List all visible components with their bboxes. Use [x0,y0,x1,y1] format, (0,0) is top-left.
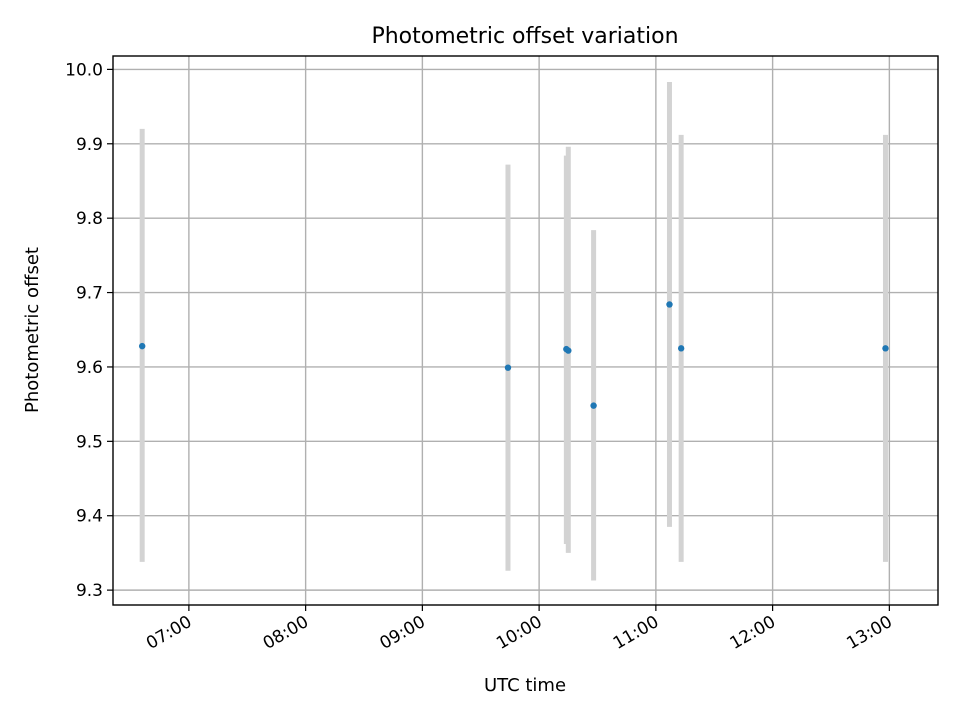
x-axis-label: UTC time [484,675,566,696]
y-tick-label: 9.4 [76,507,103,527]
y-tick-label: 9.3 [76,581,103,601]
y-tick-label: 9.7 [76,284,103,304]
plot-frame [112,55,939,606]
data-point [138,342,146,350]
error-bars [139,82,888,581]
data-point [677,345,685,352]
y-tick-label: 9.6 [76,358,103,378]
x-tick-label: 08:00 [260,612,312,654]
data-point [565,347,572,354]
x-tick-label: 10:00 [493,612,545,654]
data-points [138,301,889,409]
y-tick-label: 9.5 [76,432,103,452]
x-tick-label: 11:00 [610,612,662,654]
x-tick-label: 07:00 [143,612,195,654]
y-tick-label: 9.8 [76,209,103,229]
y-axis-ticks: 9.3 9.4 9.5 9.6 9.7 9.8 9.9 10.0 [65,60,113,601]
y-tick-label: 9.9 [76,135,103,155]
x-tick-label: 09:00 [376,612,428,654]
data-point [504,364,512,371]
y-axis-label: Photometric offset [22,247,43,413]
data-point [666,301,673,308]
x-tick-label: 12:00 [727,612,779,654]
y-tick-label: 10.0 [65,60,103,80]
data-point [882,345,889,352]
chart-title: Photometric offset variation [371,24,678,49]
data-point [590,402,597,409]
x-tick-label: 13:00 [843,612,895,654]
x-axis-ticks: 07:00 08:00 09:00 10:00 11:00 12:00 13:00 [143,605,896,654]
grid [113,56,938,605]
